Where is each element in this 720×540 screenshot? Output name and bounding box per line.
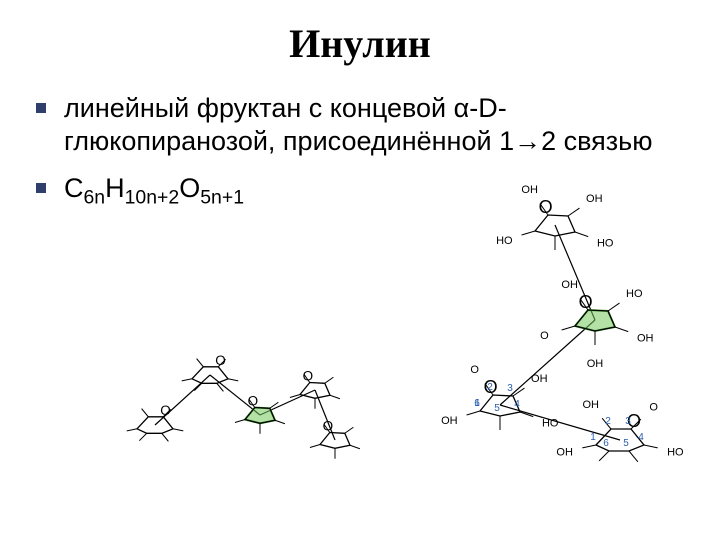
svg-text:HO: HO (626, 288, 643, 300)
chemical-structure-right: OHOOHOHHOOOOHHOOHOHOOHOOHHO123456OOHOHOH… (395, 170, 685, 500)
svg-text:6: 6 (474, 398, 480, 409)
svg-text:OH: OH (582, 399, 599, 411)
chemical-structure-left: O O O O O (110, 305, 375, 485)
svg-text:OH: OH (521, 184, 538, 196)
bullet-square-icon (36, 183, 46, 193)
svg-text:HO: HO (496, 235, 513, 247)
svg-text:OH: OH (531, 373, 548, 385)
svg-text:2: 2 (487, 382, 493, 393)
svg-text:1: 1 (590, 432, 596, 443)
svg-text:OH: OH (441, 415, 458, 427)
svg-text:2: 2 (605, 416, 611, 427)
svg-text:OH: OH (586, 193, 603, 205)
svg-text:OH: OH (561, 279, 578, 291)
svg-text:O: O (248, 394, 259, 409)
slide: Инулин линейный фруктан с концевой α-D-г… (0, 0, 720, 540)
svg-text:5: 5 (494, 403, 500, 414)
svg-text:OH: OH (637, 333, 654, 345)
svg-text:O: O (470, 364, 479, 376)
svg-text:O: O (649, 401, 658, 413)
svg-text:O: O (540, 330, 549, 342)
svg-text:3: 3 (625, 416, 631, 427)
svg-text:O: O (303, 369, 314, 384)
svg-text:OH: OH (587, 358, 604, 370)
slide-title: Инулин (0, 20, 720, 67)
chemical-formula: C6nH10n+2O5n+1 (64, 172, 244, 205)
svg-text:O: O (215, 353, 226, 368)
svg-text:O: O (539, 197, 553, 217)
svg-text:O: O (160, 403, 171, 418)
bullet-square-icon (36, 103, 46, 113)
svg-text:HO: HO (667, 447, 684, 459)
svg-text:O: O (579, 292, 593, 312)
svg-text:4: 4 (638, 432, 644, 443)
svg-text:5: 5 (623, 438, 629, 449)
svg-text:HO: HO (597, 238, 614, 250)
bullet-item: линейный фруктан с концевой α-D-глюкопир… (36, 92, 684, 158)
svg-text:OH: OH (556, 447, 573, 459)
svg-text:4: 4 (514, 399, 520, 410)
bullet-text: линейный фруктан с концевой α-D-глюкопир… (64, 92, 684, 158)
svg-text:3: 3 (507, 383, 513, 394)
svg-text:O: O (323, 419, 334, 434)
svg-text:6: 6 (603, 438, 609, 449)
svg-text:HO: HO (542, 418, 559, 430)
